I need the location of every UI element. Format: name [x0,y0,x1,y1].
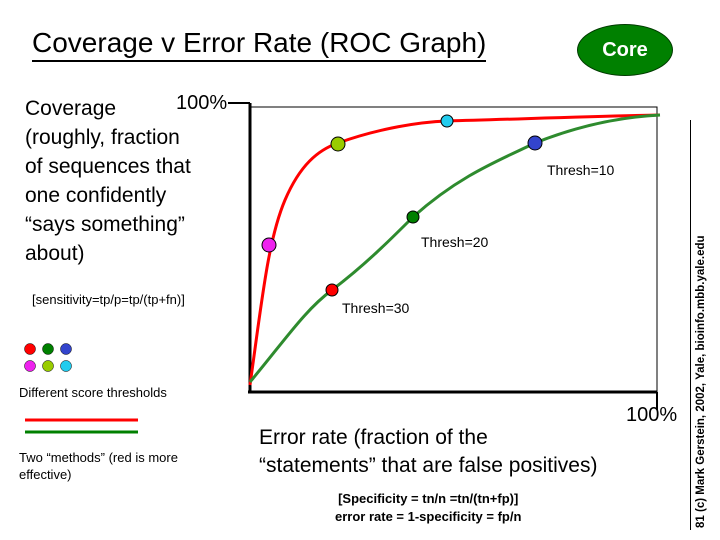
threshold-point-red [325,283,339,297]
legend-dot [24,360,36,372]
thresh-30-label: Thresh=30 [342,300,410,316]
legend-dot [42,343,54,355]
legend-dot [42,360,54,372]
red-method-curve [248,113,661,386]
legend-thresholds-label: Different score thresholds [19,385,167,400]
legend-dot [24,343,36,355]
thresh-10-label: Thresh=10 [547,162,615,178]
specificity-formula: [Specificity = tn/n =tn/(tn+fp)] error r… [335,491,522,524]
legend-dot [60,360,72,372]
x-axis-max-label: 100% [626,404,678,426]
y-axis-max-label: 100% [176,92,228,114]
core-badge: Core [577,24,673,76]
thresh-20-label: Thresh=20 [421,234,489,250]
x-axis-label: Error rate (fraction of the “statements”… [259,426,598,477]
threshold-point-magenta [261,237,277,253]
legend-dot [60,343,72,355]
page-title: Coverage v Error Rate (ROC Graph) [32,26,487,62]
sidebar-credit: 81 (c) Mark Gerstein, 2002, Yale, bioinf… [690,120,717,530]
threshold-point-blue [527,135,543,151]
legend-methods-label: Two “methods” (red is more effective) [19,450,178,482]
threshold-point-cyan [440,114,454,128]
sensitivity-formula: [sensitivity=tp/p=tp/(tp+fn)] [32,292,185,307]
threshold-point-lime [330,136,346,152]
y-axis-label: Coverage (roughly, fraction of sequences… [25,97,191,265]
sidebar-credit-text: 81 (c) Mark Gerstein, 2002, Yale, bioinf… [695,235,707,528]
legend-dots [24,343,72,372]
threshold-point-green [406,210,420,224]
